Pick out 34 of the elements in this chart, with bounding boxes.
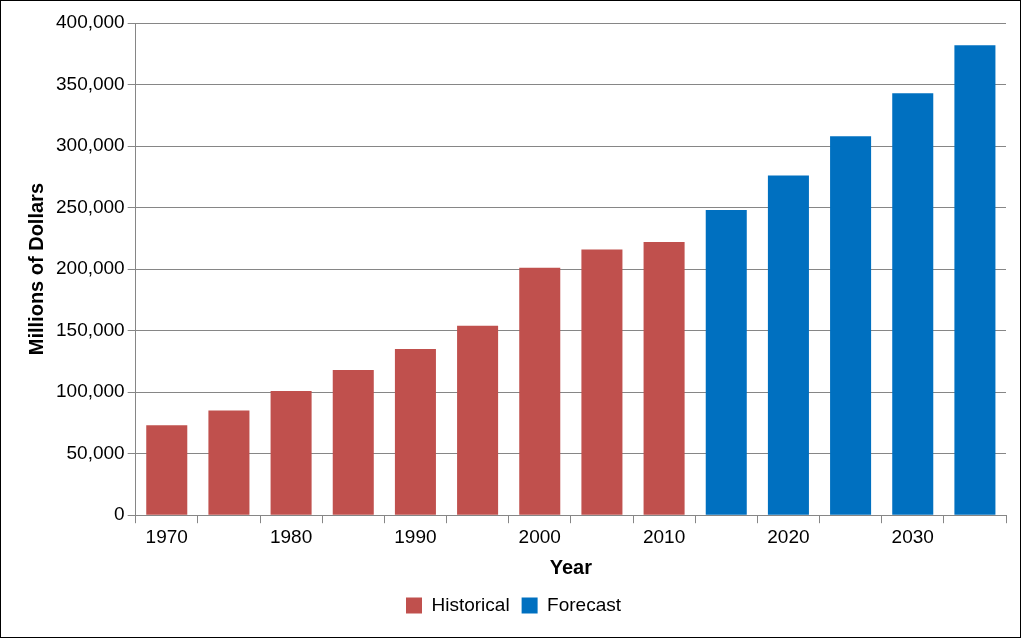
x-tick-label: 2030: [891, 525, 934, 547]
x-tick-label: 1970: [145, 525, 188, 547]
y-tick-label: 250,000: [55, 195, 125, 217]
bar: [270, 390, 312, 515]
legend-label: Historical: [431, 593, 510, 615]
bar: [830, 136, 872, 515]
x-tick-label: 2020: [767, 525, 810, 547]
x-tick-label: 2000: [518, 525, 561, 547]
y-tick-label: 400,000: [55, 11, 125, 33]
bar: [208, 410, 250, 515]
bar: [394, 349, 436, 515]
bar: [954, 45, 996, 515]
y-tick-label: 50,000: [66, 441, 125, 463]
bar: [146, 425, 188, 515]
x-tick-label: 1990: [394, 525, 437, 547]
bar: [892, 93, 934, 515]
bar: [705, 210, 747, 515]
y-tick-label: 0: [114, 503, 125, 525]
y-tick-label: 150,000: [55, 318, 125, 340]
y-tick-label: 200,000: [55, 257, 125, 279]
bar: [457, 325, 499, 515]
bar: [332, 370, 374, 515]
y-tick-label: 300,000: [55, 134, 125, 156]
y-axis-title: Millions of Dollars: [24, 182, 47, 356]
bar: [519, 267, 561, 515]
legend-label: Forecast: [547, 593, 622, 615]
bar: [767, 175, 809, 515]
x-tick-label: 2010: [642, 525, 686, 547]
y-tick-label: 100,000: [55, 380, 125, 402]
x-axis-title: Year: [549, 555, 593, 578]
bar: [643, 242, 685, 515]
bar: [581, 249, 623, 515]
x-tick-label: 1980: [269, 525, 313, 547]
y-tick-label: 350,000: [55, 72, 125, 94]
